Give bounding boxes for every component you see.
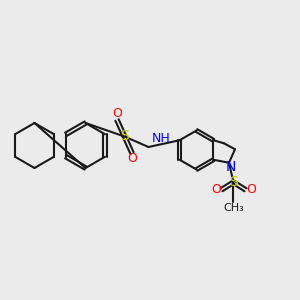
Text: O: O — [246, 183, 256, 196]
Text: S: S — [229, 175, 238, 189]
Text: CH₃: CH₃ — [223, 203, 244, 213]
Text: O: O — [127, 152, 137, 166]
Text: O: O — [112, 107, 122, 121]
Text: NH: NH — [152, 131, 170, 145]
Text: N: N — [225, 160, 236, 174]
Text: S: S — [120, 130, 129, 143]
Text: O: O — [211, 183, 221, 196]
